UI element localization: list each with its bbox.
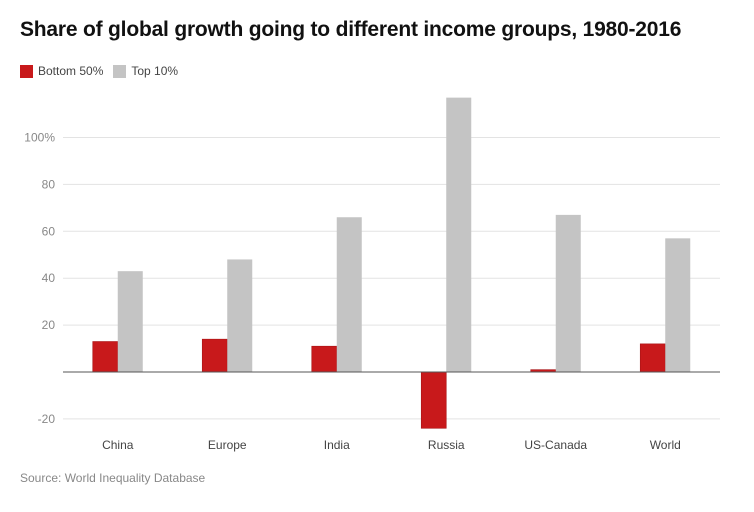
legend-swatch-bottom-50 — [20, 64, 33, 78]
y-tick-label: 40 — [42, 271, 56, 285]
bar-bottom-50-europe — [201, 338, 228, 373]
bar-top-10-russia — [446, 97, 472, 372]
legend-swatch-top-10 — [113, 64, 127, 78]
legend: Bottom 50% Top 10% — [20, 64, 188, 78]
bar-top-10-india — [336, 217, 362, 372]
chart-title: Share of global growth going to differen… — [20, 18, 682, 41]
y-tick-label: 20 — [42, 318, 56, 332]
legend-item-bottom-50: Bottom 50% — [20, 64, 103, 78]
legend-label-top-10: Top 10% — [131, 64, 179, 78]
y-tick-label: 100% — [24, 131, 55, 145]
y-tick-label: 60 — [42, 224, 56, 238]
x-tick-label: Europe — [208, 438, 247, 452]
legend-label-bottom-50: Bottom 50% — [38, 64, 104, 78]
source-note: Source: World Inequality Database — [20, 471, 206, 485]
bar-top-10-china — [117, 271, 143, 372]
y-tick-label: 80 — [42, 177, 56, 191]
legend-item-top-10: Top 10% — [113, 64, 178, 78]
bar-top-10-us-canada — [555, 214, 581, 372]
bar-bottom-50-china — [92, 341, 119, 373]
x-tick-label: China — [102, 438, 134, 452]
x-tick-label: US-Canada — [524, 438, 587, 452]
bar-bottom-50-russia — [420, 371, 447, 429]
y-tick-label: -20 — [38, 412, 56, 426]
x-tick-label: Russia — [428, 438, 465, 452]
bar-top-10-europe — [227, 259, 253, 372]
bar-top-10-world — [665, 238, 691, 372]
x-tick-label: World — [650, 438, 681, 452]
bar-bottom-50-india — [311, 345, 338, 373]
x-tick-label: India — [324, 438, 350, 452]
bar-bottom-50-world — [639, 343, 666, 373]
